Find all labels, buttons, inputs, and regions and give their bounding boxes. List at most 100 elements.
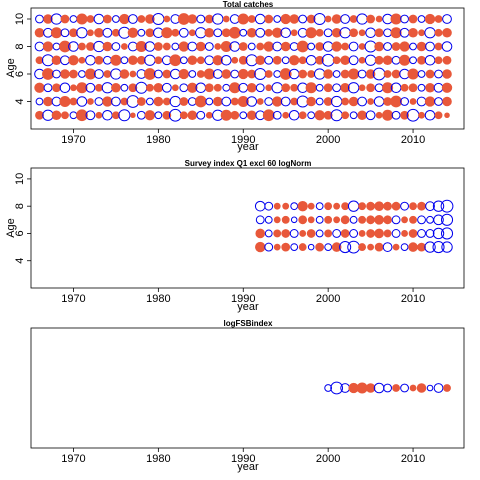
- bubble-positive: [341, 42, 350, 51]
- bubble-negative: [136, 110, 146, 120]
- bubble-positive: [103, 70, 112, 78]
- bubble-positive: [298, 69, 308, 79]
- y-axis-label: Age: [5, 58, 17, 78]
- bubble-positive: [111, 111, 120, 120]
- bubble-negative: [264, 55, 274, 65]
- bubble-negative: [34, 41, 45, 52]
- bubble-positive: [68, 55, 79, 66]
- x-tick-label: 2000: [316, 293, 340, 305]
- bubble-negative: [78, 70, 86, 78]
- bubble-negative: [161, 82, 172, 93]
- bubble-positive: [290, 29, 298, 37]
- bubble-negative: [69, 15, 78, 23]
- bubble-negative: [246, 96, 258, 107]
- bubble-positive: [290, 97, 299, 106]
- bubble-positive: [59, 95, 71, 108]
- bubble-negative: [281, 56, 290, 65]
- bubble-positive: [220, 40, 232, 53]
- bubble-positive: [171, 28, 180, 37]
- bubble-positive: [230, 110, 240, 120]
- bubble-negative: [290, 216, 298, 224]
- bubble-negative: [220, 54, 232, 66]
- bubble-positive: [366, 83, 375, 93]
- bubble-negative: [280, 27, 292, 39]
- bubble-negative: [364, 54, 377, 66]
- y-tick-label: 6: [14, 230, 26, 236]
- bubble-positive: [194, 95, 207, 108]
- bubble-negative: [204, 55, 215, 66]
- bubble-negative: [255, 83, 265, 93]
- bubble-negative: [154, 111, 163, 120]
- bubble-negative: [426, 384, 434, 392]
- bubble-negative: [417, 70, 426, 78]
- bubble-positive: [238, 68, 249, 80]
- y-tick-label: 8: [14, 43, 26, 49]
- bubble-positive: [221, 69, 232, 79]
- x-tick-label: 1970: [61, 453, 85, 465]
- bubble-positive: [367, 98, 375, 105]
- bubble-positive: [391, 201, 401, 211]
- bubble-positive: [145, 28, 155, 38]
- bubble-negative: [264, 229, 273, 238]
- bubble-negative: [179, 56, 188, 65]
- bubble-positive: [357, 110, 367, 121]
- y-tick-label: 4: [14, 98, 26, 104]
- bubble-marks: [254, 199, 454, 254]
- bubble-positive: [135, 40, 147, 53]
- bubble-negative: [264, 97, 274, 106]
- bubble-positive: [349, 28, 359, 38]
- bubble-positive: [265, 84, 273, 92]
- bubble-positive: [34, 82, 45, 93]
- bubble-positive: [162, 69, 172, 79]
- bubble-positive: [333, 202, 341, 210]
- bubble-positive: [69, 28, 78, 38]
- bubble-positive: [213, 83, 222, 92]
- bubble-negative: [365, 110, 376, 121]
- bubble-positive: [136, 97, 146, 106]
- bubble-positive: [282, 202, 290, 210]
- plot-frame: [30, 327, 465, 449]
- panel-survey-index: Survey index Q1 excl 60 logNorm Age year…: [5, 159, 465, 313]
- bubble-positive: [196, 56, 205, 65]
- bubble-positive: [111, 28, 120, 37]
- bubble-positive: [374, 41, 384, 52]
- panel-title: logFSBindex: [224, 319, 273, 328]
- bubble-positive: [60, 69, 70, 79]
- bubble-positive: [383, 215, 392, 225]
- bubble-positive: [128, 83, 138, 93]
- bubble-negative: [212, 13, 224, 25]
- bubble-positive: [143, 68, 156, 80]
- bubble-negative: [239, 111, 248, 120]
- bubble-negative: [440, 227, 454, 240]
- bubble-positive: [324, 215, 333, 224]
- bubble-positive: [137, 15, 146, 23]
- bubble-negative: [400, 201, 409, 211]
- bubble-negative: [340, 14, 351, 24]
- bubble-negative: [315, 97, 324, 106]
- bubble-positive: [408, 14, 418, 24]
- bubble-positive: [409, 98, 417, 105]
- bubble-positive: [256, 98, 264, 105]
- bubble-positive: [153, 96, 164, 107]
- bubble-positive: [289, 55, 300, 66]
- bubble-positive: [43, 96, 53, 107]
- bubble-negative: [272, 110, 282, 120]
- bubble-negative: [424, 241, 436, 253]
- panel-logfsbindex: logFSBindex year 1970 1980 1990 2000 2010: [30, 319, 465, 473]
- bubble-positive: [382, 55, 393, 66]
- bubble-positive: [34, 27, 45, 38]
- x-tick-label: 2010: [401, 293, 425, 305]
- bubble-negative: [391, 110, 401, 120]
- bubble-positive: [204, 83, 214, 93]
- bubble-positive: [220, 109, 232, 121]
- bubble-positive: [409, 384, 417, 392]
- bubble-negative: [440, 213, 454, 226]
- bubble-negative: [213, 28, 223, 38]
- bubble-positive: [162, 110, 172, 120]
- bubble-positive: [434, 42, 443, 51]
- bubble-negative: [332, 229, 342, 238]
- bubble-positive: [315, 28, 324, 37]
- bubble-positive: [256, 42, 265, 51]
- bubble-positive: [102, 96, 113, 107]
